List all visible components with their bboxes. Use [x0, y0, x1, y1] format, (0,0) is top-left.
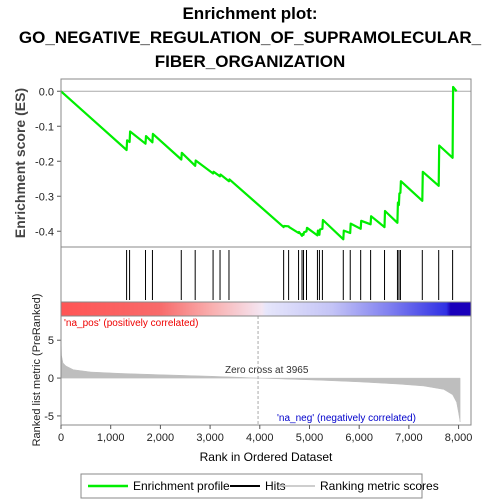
- title-line-1: Enrichment plot:: [182, 4, 318, 23]
- legend: Enrichment profile Hits Ranking metric sco…: [88, 479, 439, 493]
- title-line-2: GO_NEGATIVE_REGULATION_OF_SUPRAMOLECULAR…: [18, 28, 482, 47]
- rank-color-bar: [61, 302, 471, 316]
- legend-label: Hits: [265, 479, 286, 493]
- rank-y-tick-label: -5: [44, 411, 54, 423]
- es-y-axis: 0.0 -0.1 -0.2 -0.3 -0.4: [35, 86, 61, 238]
- rank-y-axis: 5 0 -5: [44, 335, 61, 423]
- es-y-axis-label: Enrichment score (ES): [12, 88, 28, 238]
- x-tick-label: 6,000: [345, 432, 373, 444]
- es-panel: [61, 79, 471, 247]
- rank-y-tick-label: 5: [48, 335, 54, 347]
- x-tick-label: 2,000: [147, 432, 175, 444]
- ranking-metric-area: [60, 336, 461, 423]
- hits-marks: [126, 250, 454, 300]
- legend-label: Ranking metric scores: [320, 479, 439, 493]
- rank-y-axis-label: Ranked list metric (PreRanked): [31, 294, 43, 447]
- title-line-3: FIBER_ORGANIZATION: [154, 52, 346, 71]
- es-y-tick-label: -0.2: [35, 156, 54, 168]
- hits-panel-border: [60, 246, 472, 303]
- x-axis: 0 1,000 2,000 3,000 4,000 5,000 6,000 7,000 8,00…: [58, 425, 472, 444]
- x-tick-label: 1,000: [97, 432, 125, 444]
- chart-title: Enrichment plot: GO_NEGATIVE_REGULATION_…: [0, 2, 500, 74]
- neg-correlated-label: 'na_neg' (negatively correlated): [277, 413, 416, 424]
- rank-panel-border: [60, 315, 472, 426]
- es-y-tick-label: -0.1: [35, 121, 54, 133]
- x-tick-label: 5,000: [296, 432, 324, 444]
- legend-label: Enrichment profile: [133, 479, 230, 493]
- zero-cross-label: Zero cross at 3965: [225, 365, 309, 376]
- pos-correlated-label: 'na_pos' (positively correlated): [64, 318, 198, 329]
- x-tick-label: 0: [58, 432, 64, 444]
- es-y-tick-label: 0.0: [39, 86, 54, 98]
- x-tick-label: 7,000: [395, 432, 423, 444]
- x-tick-label: 3,000: [196, 432, 224, 444]
- rank-y-tick-label: 0: [48, 373, 54, 385]
- es-y-tick-label: -0.4: [35, 226, 54, 238]
- enrichment-profile-line: [60, 85, 458, 241]
- x-tick-label: 8,000: [445, 432, 473, 444]
- es-y-tick-label: -0.3: [35, 191, 54, 203]
- x-axis-label: Rank in Ordered Dataset: [200, 450, 333, 464]
- x-tick-label: 4,000: [246, 432, 274, 444]
